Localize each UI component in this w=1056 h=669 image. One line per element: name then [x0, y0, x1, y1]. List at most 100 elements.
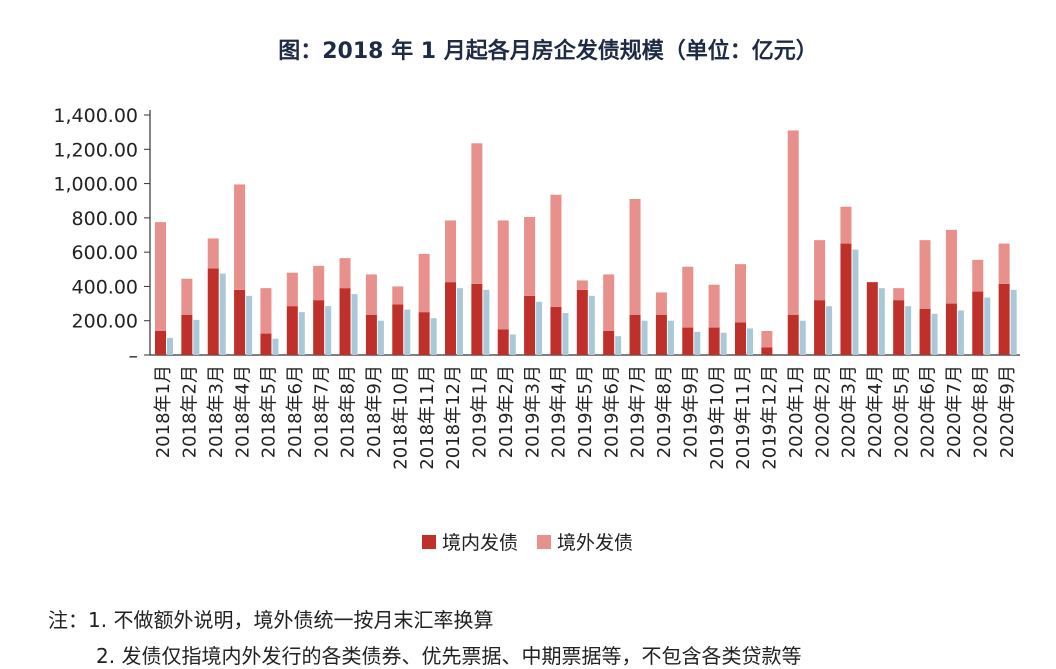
bar-overseas	[761, 331, 773, 348]
bar-overseas	[945, 229, 957, 304]
x-tick-label: 2018年10月	[390, 365, 411, 470]
bar-shadow	[193, 319, 200, 355]
bar-shadow	[219, 273, 226, 355]
bar-overseas	[497, 220, 509, 330]
y-tick-label: 1,200.00	[53, 139, 138, 161]
bar-shadow	[536, 301, 543, 355]
bar-shadow	[588, 295, 595, 355]
bar-shadow	[667, 320, 674, 355]
bar-shadow	[984, 297, 991, 355]
y-tick-label: –	[129, 345, 139, 367]
x-tick-label: 2020年8月	[970, 365, 991, 458]
bar-shadow	[747, 328, 753, 355]
bar-overseas	[313, 265, 325, 301]
bar-overseas	[286, 272, 298, 307]
bar-overseas	[735, 264, 746, 323]
x-tick-label: 2019年4月	[549, 365, 570, 458]
x-tick-label: 2020年5月	[891, 365, 912, 458]
bar-shadow	[272, 338, 279, 355]
bar-domestic	[998, 283, 1010, 355]
plot-area: – 200.00 400.00 600.00 800.00 1,000.00 1,200.0…	[53, 105, 1020, 470]
bar-domestic	[814, 300, 826, 355]
bar-domestic	[234, 289, 246, 355]
bar-shadow	[298, 312, 305, 355]
x-tick-label: 2018年8月	[338, 365, 359, 458]
bar-overseas	[629, 199, 641, 315]
bar-overseas	[339, 258, 351, 289]
bar-shadow	[457, 288, 463, 355]
bar-domestic	[550, 307, 562, 355]
x-tick-label: 2018年12月	[443, 365, 464, 470]
bar-shadow	[694, 331, 701, 355]
bar-shadow	[377, 320, 384, 355]
bar-overseas	[919, 240, 931, 309]
bar-shadow	[562, 313, 569, 355]
bar-domestic	[735, 322, 746, 355]
x-tick-label: 2019年7月	[628, 365, 649, 458]
chart-title: 图：2018 年 1 月起各月房企发债规模（单位：亿元）	[278, 38, 818, 64]
bar-overseas	[787, 130, 799, 315]
x-tick-label: 2018年11月	[417, 365, 438, 470]
bar-domestic	[339, 288, 351, 355]
legend-swatch-domestic	[422, 535, 436, 549]
bar-overseas	[998, 243, 1010, 284]
bar-domestic	[708, 327, 720, 355]
bar-domestic	[761, 347, 773, 355]
bar-domestic	[471, 283, 483, 355]
bar-overseas	[234, 184, 246, 290]
bar-overseas	[392, 286, 404, 305]
bar-overseas	[181, 278, 193, 315]
bar-domestic	[365, 314, 377, 355]
x-tick-label: 2018年7月	[311, 365, 332, 458]
x-tick-label: 2020年1月	[786, 365, 807, 458]
note-text-2: 2. 发债仅指境内外发行的各类债券、优先票据、中期票据等，不包含各类贷款等	[96, 644, 802, 668]
legend: 境内发债 境外发债	[422, 532, 633, 554]
bar-shadow	[878, 288, 885, 355]
x-tick-label: 2019年10月	[707, 365, 728, 470]
bar-domestic	[893, 300, 905, 355]
bar-domestic	[207, 268, 219, 355]
bar-shadow	[720, 332, 727, 355]
bar-domestic	[392, 304, 404, 355]
bar-overseas	[893, 288, 905, 301]
x-tick-label: 2018年2月	[180, 365, 201, 458]
x-tick-label: 2018年4月	[232, 365, 253, 458]
x-tick-label: 2019年2月	[496, 365, 517, 458]
bar-shadow	[246, 295, 253, 355]
bar-domestic	[919, 308, 931, 355]
bar-shadow	[957, 310, 964, 355]
bar-overseas	[550, 194, 562, 307]
bar-domestic	[286, 306, 298, 355]
bar-overseas	[603, 274, 615, 331]
bar-shadow	[826, 306, 833, 355]
bar-domestic	[629, 314, 641, 355]
x-tick-label: 2018年9月	[364, 365, 385, 458]
x-tick-label: 2018年1月	[153, 365, 174, 458]
y-tick-label: 400.00	[72, 276, 138, 298]
bar-overseas	[207, 238, 219, 269]
x-tick-label: 2019年1月	[470, 365, 491, 458]
bar-domestic	[603, 331, 615, 355]
note-line-1: 注：1. 不做额外说明，境外债统一按月末汇率换算	[48, 604, 493, 633]
y-tick-label: 1,400.00	[53, 105, 138, 127]
bar-domestic	[313, 300, 325, 355]
bar-overseas	[418, 253, 430, 313]
bar-overseas	[708, 284, 720, 328]
x-tick-label: 2018年3月	[206, 365, 227, 458]
x-tick-label: 2018年5月	[259, 365, 280, 458]
x-tick-label: 2020年3月	[839, 365, 860, 458]
bar-overseas	[445, 220, 456, 283]
bar-shadow	[483, 289, 490, 355]
x-tick-label: 2019年11月	[733, 365, 754, 470]
bar-shadow	[931, 313, 938, 355]
bar-domestic	[418, 312, 430, 355]
legend-label-overseas: 境外发债	[557, 532, 633, 554]
bar-domestic	[181, 314, 193, 355]
bar-shadow	[641, 320, 648, 355]
bar-shadow	[167, 337, 173, 355]
bar-shadow	[1010, 289, 1017, 355]
bar-domestic	[655, 314, 667, 355]
bar-domestic	[524, 295, 536, 355]
bar-shadow	[430, 318, 437, 355]
